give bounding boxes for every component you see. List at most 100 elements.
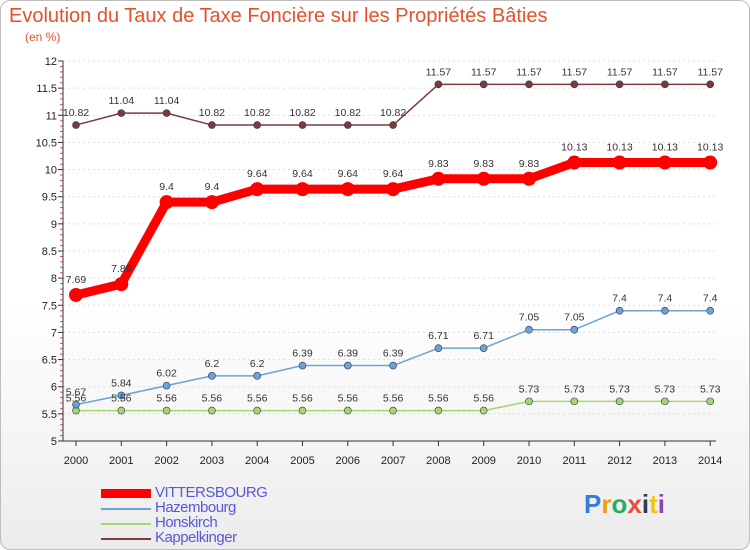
data-point — [253, 121, 262, 129]
y-tick-label: 10.5 — [36, 137, 57, 149]
data-point — [386, 182, 401, 197]
data-point — [434, 80, 443, 89]
data-point — [615, 80, 624, 89]
data-point — [162, 109, 171, 117]
data-label: 6.39 — [292, 348, 313, 360]
y-tick-label: 11 — [46, 110, 57, 122]
data-label: 9.64 — [338, 168, 359, 180]
y-tick-label: 10 — [45, 165, 57, 177]
y-tick-label: 6.5 — [42, 355, 57, 367]
data-point — [295, 182, 310, 197]
data-label: 5.56 — [428, 393, 449, 405]
data-label: 11.57 — [607, 66, 633, 78]
x-tick-label: 2005 — [290, 455, 314, 467]
x-tick-label: 2006 — [336, 455, 360, 467]
data-point — [567, 155, 582, 170]
data-point — [615, 306, 624, 315]
data-point — [431, 171, 446, 186]
legend-swatch — [101, 538, 151, 540]
x-tick-label: 2003 — [200, 455, 224, 467]
data-label: 6.39 — [383, 348, 404, 360]
data-point — [162, 381, 171, 390]
data-point — [343, 406, 352, 415]
data-point — [208, 406, 216, 415]
data-point — [661, 397, 669, 406]
data-point — [250, 182, 265, 197]
data-label: 11.57 — [562, 66, 588, 78]
series-kappelkinger — [72, 80, 715, 129]
data-label: 5.73 — [609, 383, 630, 395]
data-point — [117, 391, 126, 400]
data-label: 5.56 — [473, 393, 494, 405]
data-point — [479, 406, 488, 415]
legend-swatch — [101, 489, 151, 498]
data-point — [208, 121, 216, 129]
y-tick-label: 9.5 — [42, 192, 57, 204]
data-label: 5.56 — [383, 393, 404, 405]
data-point — [525, 325, 533, 334]
data-label: 7.05 — [564, 312, 585, 324]
data-point — [69, 287, 83, 302]
data-label: 9.64 — [247, 168, 268, 180]
data-point — [298, 406, 307, 415]
data-point — [570, 80, 579, 89]
data-point — [298, 361, 307, 370]
chart-title: Evolution du Taux de Taxe Foncière sur l… — [9, 5, 548, 27]
data-point — [117, 109, 126, 117]
data-point — [253, 406, 262, 415]
series-layer — [69, 80, 718, 415]
data-label: 5.56 — [247, 393, 268, 405]
y-tick-label: 5.5 — [42, 409, 57, 421]
data-point — [389, 406, 397, 415]
series-vittersbourg — [69, 155, 718, 302]
data-label: 11.57 — [697, 66, 723, 78]
data-label: 6.71 — [473, 330, 494, 342]
data-label: 5.67 — [66, 387, 87, 399]
data-point — [114, 277, 129, 292]
data-point — [706, 306, 715, 315]
series-hazembourg — [72, 306, 715, 409]
y-axis-unit: (en %) — [25, 30, 61, 44]
data-label: 5.56 — [66, 393, 87, 405]
data-label: 9.4 — [159, 181, 174, 193]
legend-swatch — [101, 508, 151, 510]
data-point — [389, 121, 397, 129]
data-label: 5.56 — [156, 393, 177, 405]
logo-letter: r — [601, 489, 612, 519]
data-label: 6.2 — [250, 358, 265, 370]
x-tick-label: 2007 — [381, 455, 405, 467]
data-label: 7.05 — [519, 312, 540, 324]
series-honskirch — [72, 397, 715, 415]
data-label: 6.02 — [156, 368, 177, 380]
data-label: 10.13 — [561, 142, 587, 154]
data-point — [117, 406, 126, 415]
x-tick-label: 2002 — [154, 455, 178, 467]
y-tick-label: 9 — [51, 219, 57, 231]
data-label: 7.69 — [66, 274, 87, 286]
logo-letter: i — [657, 489, 665, 519]
data-label: 5.56 — [338, 393, 359, 405]
data-label: 7.4 — [658, 293, 673, 305]
data-point — [612, 155, 627, 170]
data-point — [340, 182, 355, 197]
data-label: 11.04 — [109, 95, 135, 107]
data-label: 10.82 — [380, 107, 406, 119]
data-label: 10.82 — [199, 107, 225, 119]
legend-label: Hazembourg — [155, 499, 236, 516]
x-tick-label: 2011 — [562, 455, 586, 467]
y-tick-label: 8.5 — [42, 246, 57, 258]
data-point — [615, 397, 624, 406]
logo-letter: t — [649, 489, 658, 519]
legend-label: VITTERSBOURG — [155, 484, 268, 501]
data-point — [706, 80, 715, 89]
data-point — [570, 325, 579, 334]
data-point — [706, 397, 715, 406]
data-point — [253, 372, 262, 380]
data-point — [343, 121, 352, 129]
y-tick-label: 6 — [51, 382, 57, 394]
y-tick-label: 7.5 — [42, 300, 57, 312]
data-label: 7.89 — [111, 263, 132, 275]
